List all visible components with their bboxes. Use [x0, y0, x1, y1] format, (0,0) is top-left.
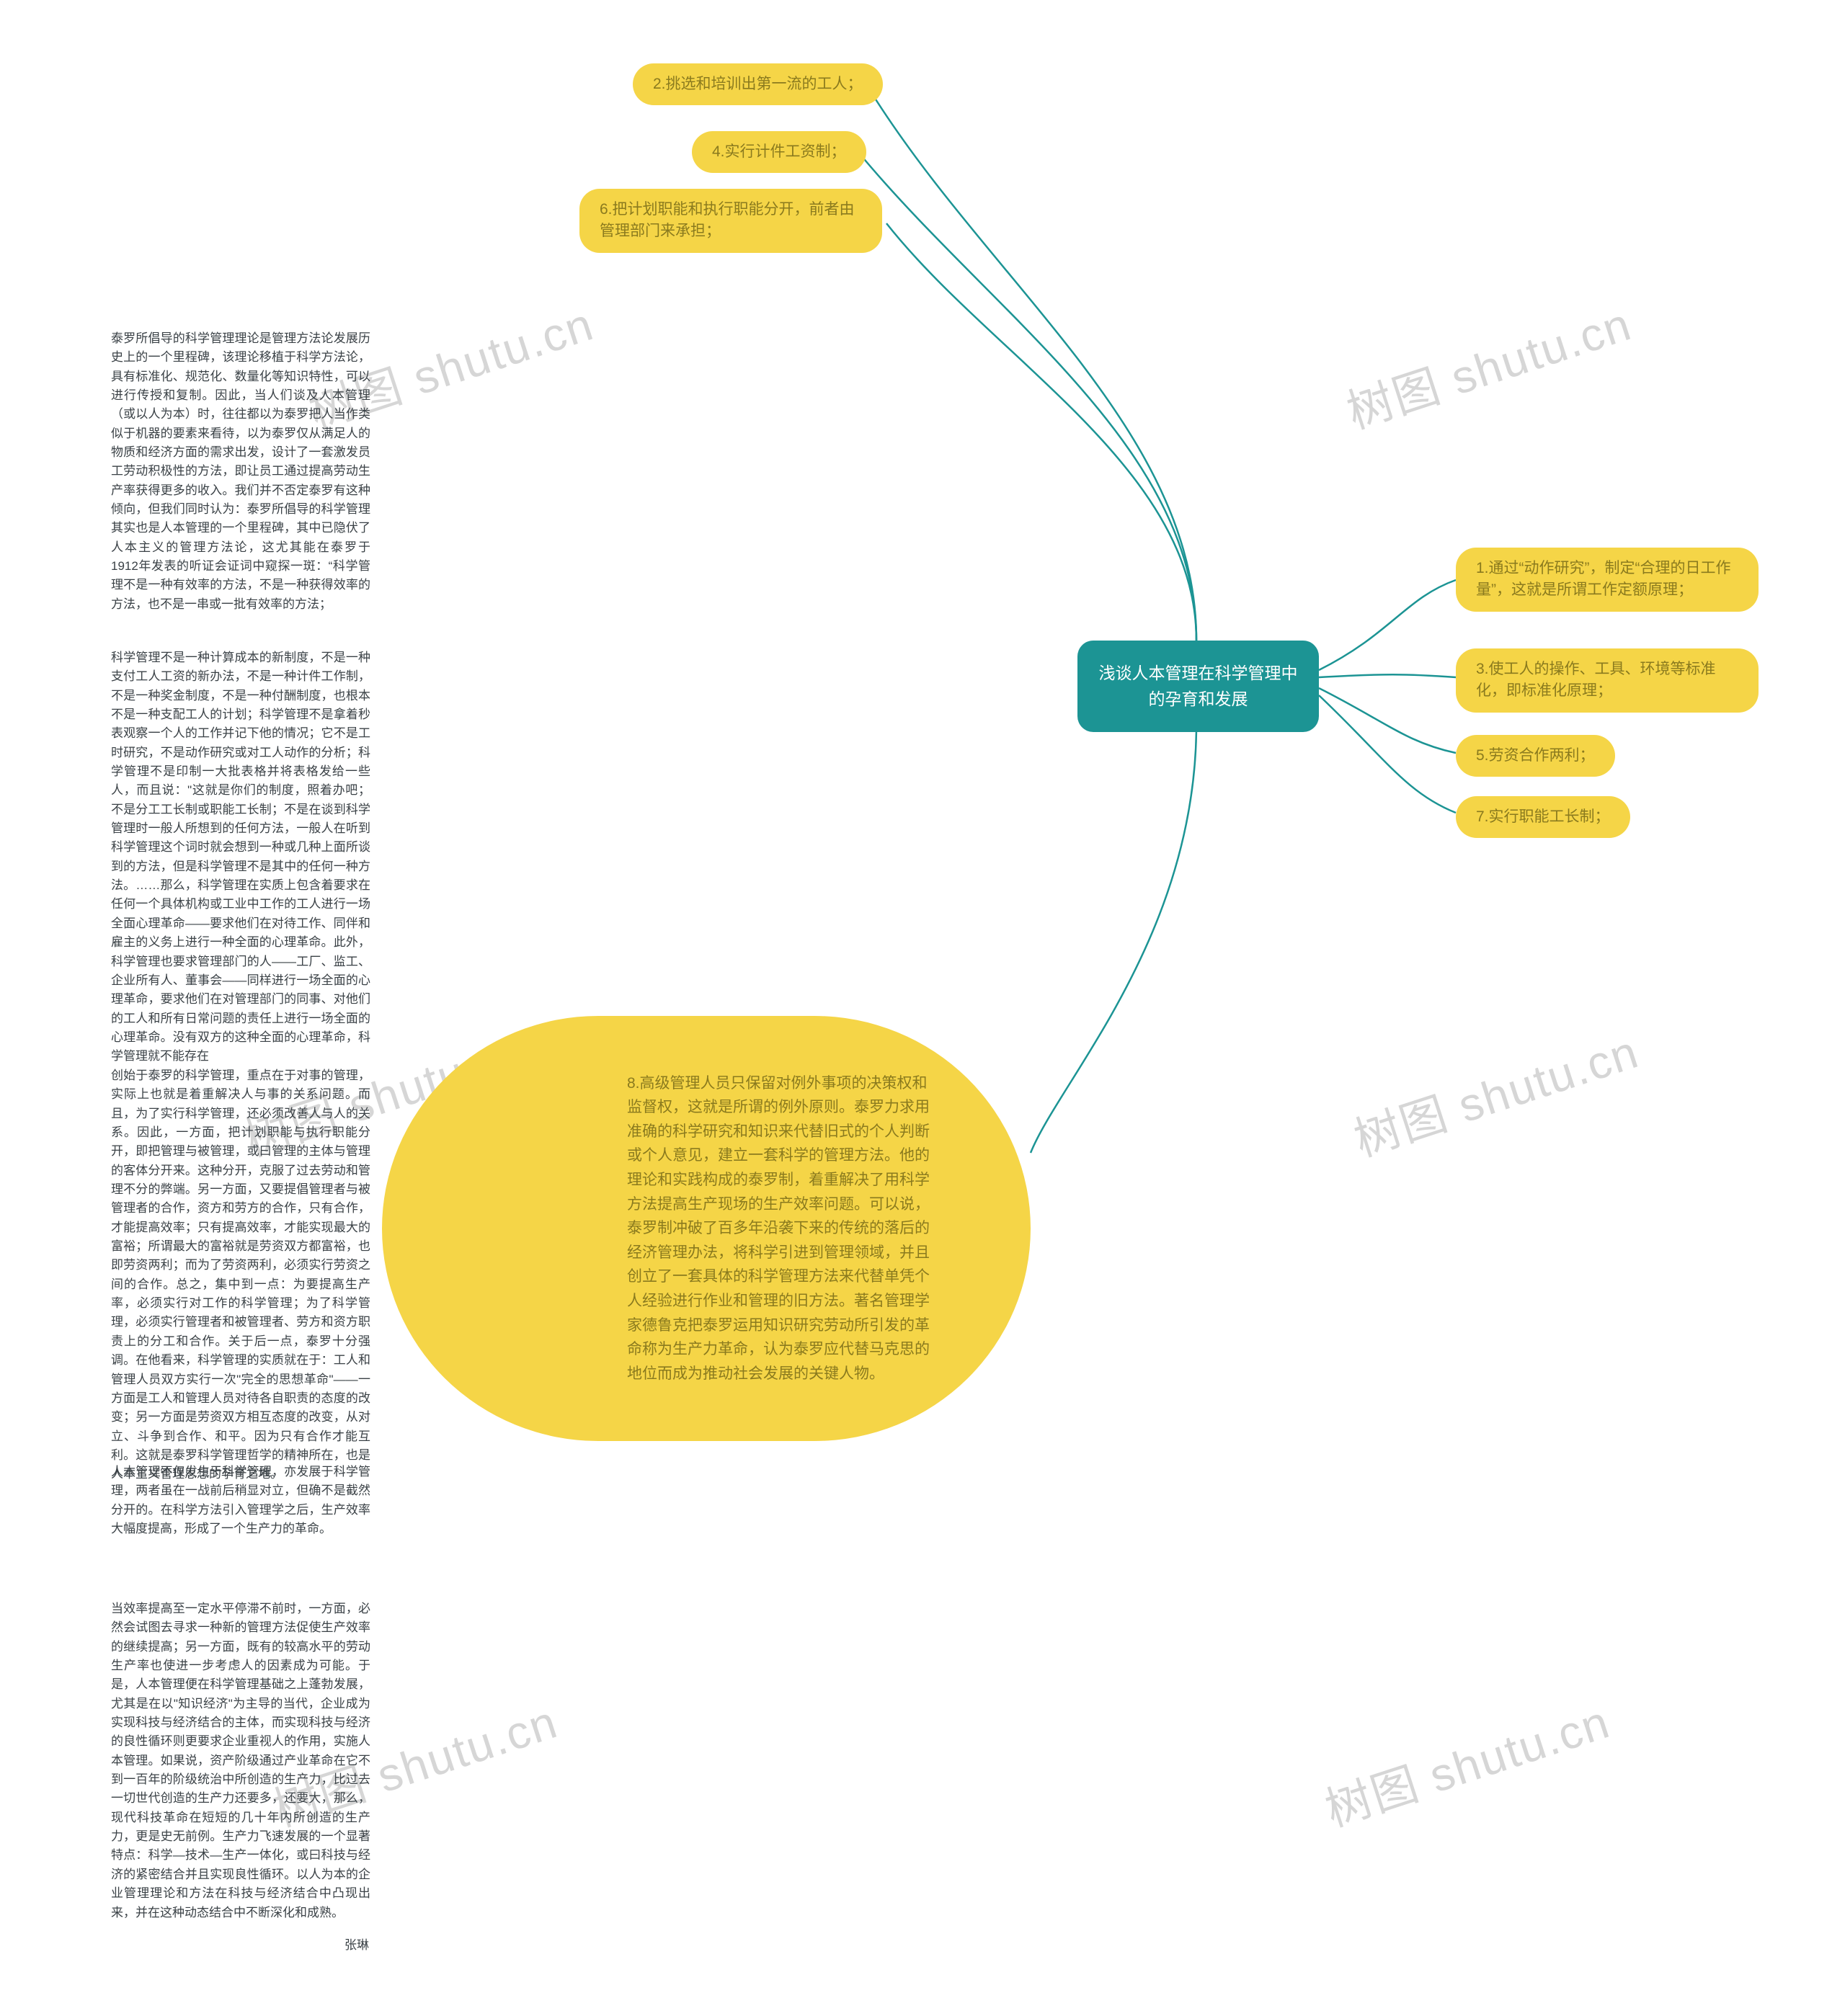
edge-to-n4: [858, 151, 1196, 641]
watermark: 树图 shutu.cn: [1316, 1685, 1617, 1839]
edge-to-n5: [1319, 688, 1456, 753]
node-6[interactable]: 6.把计划职能和执行职能分开，前者由管理部门来承担；: [579, 189, 882, 253]
node-3[interactable]: 3.使工人的操作、工具、环境等标准化，即标准化原理；: [1456, 648, 1759, 713]
node-1[interactable]: 1.通过“动作研究”，制定“合理的日工作量”，这就是所谓工作定额原理；: [1456, 548, 1759, 612]
left-paragraph-1: 泰罗所倡导的科学管理理论是管理方法论发展历史上的一个里程碑，该理论移植于科学方法…: [111, 329, 370, 614]
left-paragraph-5: 当效率提高至一定水平停滞不前时，一方面，必然会试图去寻求一种新的管理方法促使生产…: [111, 1600, 370, 1922]
node-4-label: 4.实行计件工资制；: [712, 143, 846, 160]
edge-to-n2: [872, 94, 1196, 641]
left-paragraph-3: 创始于泰罗的科学管理，重点在于对事的管理，实际上也就是着重解决人与事的关系问题。…: [111, 1066, 370, 1484]
edge-to-n6: [886, 223, 1196, 641]
center-title: 浅谈人本管理在科学管理中的孕育和发展: [1099, 664, 1298, 708]
left-paragraph-2: 科学管理不是一种计算成本的新制度，不是一种支付工人工资的新办法，不是一种计件工作…: [111, 648, 370, 1066]
center-topic[interactable]: 浅谈人本管理在科学管理中的孕育和发展: [1077, 641, 1319, 732]
node-8[interactable]: 8.高级管理人员只保留对例外事项的决策权和监督权，这就是所谓的例外原则。泰罗力求…: [382, 1016, 1031, 1441]
node-5-label: 5.劳资合作两利；: [1476, 747, 1595, 764]
node-5[interactable]: 5.劳资合作两利；: [1456, 735, 1615, 777]
edge-to-n3: [1319, 674, 1456, 677]
node-2[interactable]: 2.挑选和培训出第一流的工人；: [633, 63, 883, 105]
node-1-label: 1.通过“动作研究”，制定“合理的日工作量”，这就是所谓工作定额原理；: [1476, 560, 1731, 598]
edge-to-n1: [1319, 580, 1456, 670]
node-7-label: 7.实行职能工长制；: [1476, 808, 1610, 825]
node-4[interactable]: 4.实行计件工资制；: [692, 131, 866, 173]
node-8-label: 8.高级管理人员只保留对例外事项的决策权和监督权，这就是所谓的例外原则。泰罗力求…: [627, 1071, 937, 1386]
node-2-label: 2.挑选和培训出第一流的工人；: [653, 76, 863, 92]
edge-to-n7: [1319, 695, 1456, 813]
node-6-label: 6.把计划职能和执行职能分开，前者由管理部门来承担；: [600, 201, 855, 239]
node-7[interactable]: 7.实行职能工长制；: [1456, 796, 1630, 838]
watermark: 树图 shutu.cn: [1338, 287, 1639, 442]
watermark: 树图 shutu.cn: [1345, 1015, 1646, 1169]
node-3-label: 3.使工人的操作、工具、环境等标准化，即标准化原理；: [1476, 661, 1716, 699]
author-label: 张琳: [344, 1935, 369, 1953]
left-paragraph-4: 人本管理不仅发生于科学管理，亦发展于科学管理，两者虽在一战前后稍显对立，但确不是…: [111, 1463, 370, 1538]
edge-to-n8: [1031, 724, 1196, 1153]
